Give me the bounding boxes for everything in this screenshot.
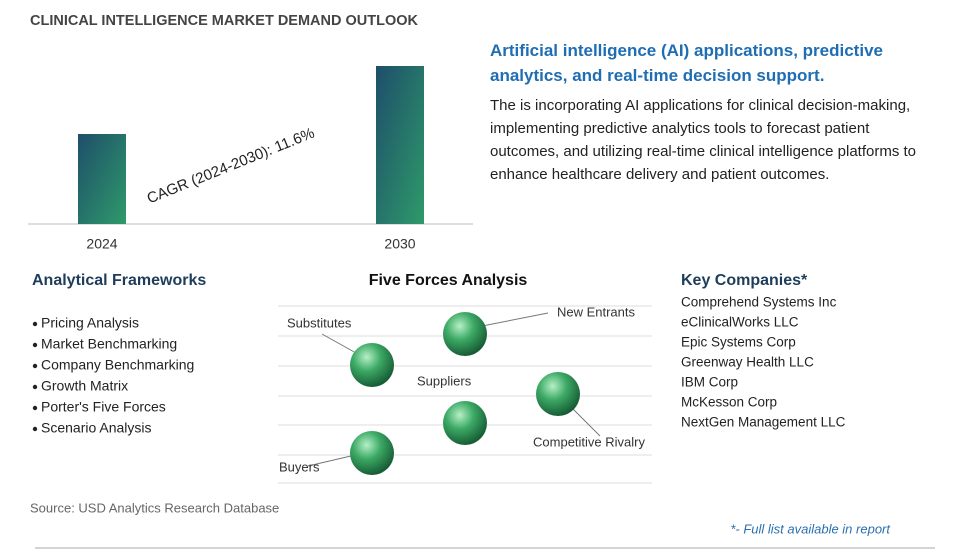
description: The is incorporating AI applications for… xyxy=(490,97,917,183)
bullet xyxy=(32,363,38,369)
framework-item: Porter's Five Forces xyxy=(41,399,166,415)
company-item: eClinicalWorks LLC xyxy=(681,315,799,330)
bullet xyxy=(32,405,38,411)
companies-title: Key Companies* xyxy=(681,272,808,289)
x-tick-label: 2030 xyxy=(384,236,415,252)
bar xyxy=(78,134,126,224)
chart-title: CLINICAL INTELLIGENCE MARKET DEMAND OUTL… xyxy=(30,13,419,29)
company-item: IBM Corp xyxy=(681,375,738,390)
cagr-annotation: CAGR (2024-2030): 11.6% xyxy=(145,125,317,208)
force-label: Competitive Rivalry xyxy=(533,434,645,449)
company-item: Greenway Health LLC xyxy=(681,355,814,370)
footnote: *- Full list available in report xyxy=(730,521,891,536)
bullet xyxy=(32,384,38,390)
forces-grid xyxy=(278,305,652,484)
framework-item: Company Benchmarking xyxy=(41,357,194,373)
bullet xyxy=(32,321,38,327)
five-forces-title: Five Forces Analysis xyxy=(369,272,528,289)
headline: Artificial intelligence (AI) application… xyxy=(490,41,883,85)
force-label: Suppliers xyxy=(417,373,472,388)
x-tick-label: 2024 xyxy=(86,236,117,252)
force-label: Buyers xyxy=(279,459,320,474)
force-label: New Entrants xyxy=(557,304,636,319)
company-item: Comprehend Systems Inc xyxy=(681,295,837,310)
company-item: NextGen Management LLC xyxy=(681,415,846,430)
source: Source: USD Analytics Research Database xyxy=(30,500,279,515)
framework-item: Market Benchmarking xyxy=(41,336,177,352)
framework-item: Scenario Analysis xyxy=(41,420,152,436)
framework-item: Pricing Analysis xyxy=(41,315,139,331)
frameworks-title: Analytical Frameworks xyxy=(32,272,206,289)
company-item: McKesson Corp xyxy=(681,395,777,410)
framework-item: Growth Matrix xyxy=(41,378,128,394)
bullet xyxy=(32,342,38,348)
bar xyxy=(376,66,424,224)
bullet xyxy=(32,426,38,432)
force-label: Substitutes xyxy=(287,315,352,330)
company-item: Epic Systems Corp xyxy=(681,335,796,350)
spheres xyxy=(350,312,580,475)
